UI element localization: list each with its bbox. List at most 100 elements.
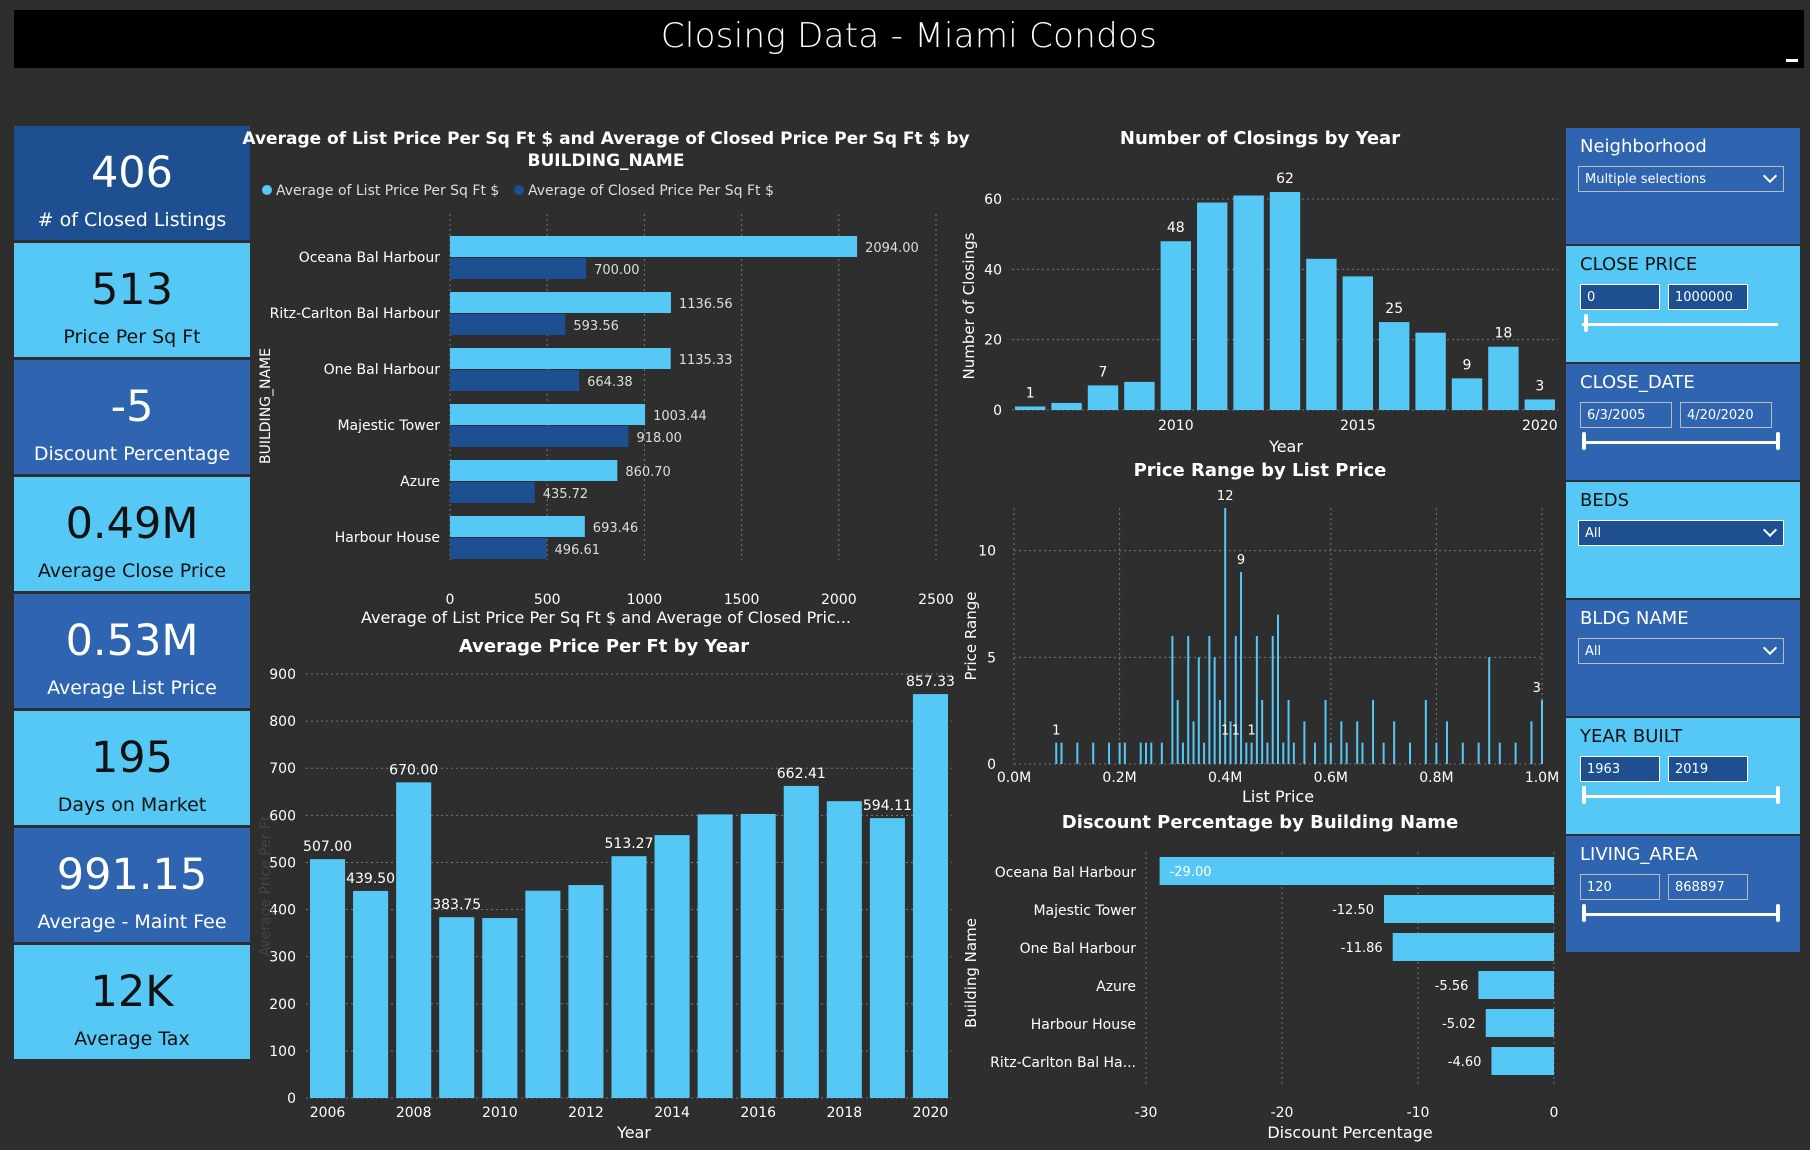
y-tick-label: 5	[987, 650, 996, 666]
bar	[1055, 742, 1058, 764]
category-label: One Bal Harbour	[1020, 941, 1137, 957]
data-label: 62	[1276, 171, 1294, 187]
bar	[1393, 721, 1396, 764]
beds-dropdown[interactable]: All	[1578, 520, 1784, 546]
data-label: 1135.33	[679, 353, 733, 368]
bar	[1340, 721, 1343, 764]
kpi-card: 406 # of Closed Listings	[14, 126, 250, 240]
data-label: -4.60	[1448, 1055, 1482, 1070]
bar	[1342, 276, 1373, 410]
bar	[450, 348, 671, 369]
bar	[1435, 742, 1438, 764]
y-tick-label: 300	[269, 950, 296, 966]
data-label: 860.70	[625, 465, 671, 480]
minimize-icon[interactable]	[1786, 59, 1798, 62]
kpi-label: Average Close Price	[37, 560, 227, 582]
bar	[525, 890, 561, 1098]
neighborhood-value: Multiple selections	[1585, 172, 1706, 187]
data-label: 664.38	[587, 375, 633, 390]
y-tick-label: 0	[987, 757, 996, 773]
category-label: Harbour House	[1031, 1017, 1136, 1033]
bar	[1324, 700, 1327, 764]
kpi-label: Average - Maint Fee	[37, 911, 227, 933]
bar	[1485, 1009, 1554, 1037]
category-label: Azure	[400, 474, 440, 490]
page-title: Closing Data - Miami Condos	[660, 16, 1158, 56]
kpi-label: Average Tax	[74, 1028, 190, 1050]
close-price-max-input[interactable]: 1000000	[1668, 284, 1748, 310]
year-built-slider-handle-min[interactable]	[1582, 786, 1586, 804]
living-area-slider-track[interactable]	[1582, 913, 1778, 916]
kpi-label: Price Per Sq Ft	[63, 326, 201, 348]
x-tick-label: 2012	[568, 1105, 604, 1121]
data-label: 3	[1535, 378, 1544, 394]
year-built-slider-track[interactable]	[1582, 795, 1778, 798]
discount-by-building-chart: Discount Percentage by Building Name -30 -…	[960, 808, 1560, 1148]
data-label: 1	[1221, 724, 1229, 739]
price-range-chart: Price Range by List Price 0 5 10 0.0M 0.2M 0.4…	[960, 456, 1560, 810]
neighborhood-dropdown[interactable]: Multiple selections	[1578, 166, 1784, 192]
data-label: 25	[1385, 301, 1403, 317]
bar	[1245, 742, 1248, 764]
category-label: Ritz-Carlton Bal Harbour	[270, 306, 441, 322]
living-area-slider-handle-min[interactable]	[1582, 904, 1586, 922]
bar	[1445, 721, 1448, 764]
kpi-card: 513 Price Per Sq Ft	[14, 243, 250, 357]
beds-value: All	[1585, 526, 1602, 541]
close-price-slider-track[interactable]	[1582, 323, 1778, 326]
bar	[1461, 742, 1464, 764]
data-label: 857.33	[906, 674, 955, 690]
x-tick-label: 2000	[821, 592, 857, 608]
bar	[1524, 399, 1555, 410]
bar	[396, 782, 432, 1098]
bar	[826, 801, 862, 1098]
bar	[1498, 742, 1501, 764]
bar	[450, 460, 618, 481]
neighborhood-title: Neighborhood	[1580, 136, 1707, 157]
x-axis-label: Discount Percentage	[1267, 1123, 1432, 1142]
bar	[1123, 742, 1126, 764]
x-tick-label: 500	[534, 592, 561, 608]
close-date-slider-handle-max[interactable]	[1776, 432, 1780, 450]
data-label: -29.00	[1170, 865, 1212, 880]
bar	[1192, 721, 1195, 764]
close-date-slider-handle-min[interactable]	[1582, 432, 1586, 450]
bldg-name-dropdown[interactable]: All	[1578, 638, 1784, 664]
kpi-card: 991.15 Average - Maint Fee	[14, 828, 250, 942]
category-label: Oceana Bal Harbour	[995, 865, 1137, 881]
data-label: 1	[1052, 724, 1060, 739]
bar	[1208, 636, 1211, 764]
living-area-max-input[interactable]: 868897	[1668, 874, 1748, 900]
close-price-min-input[interactable]: 0	[1580, 284, 1660, 310]
x-tick-label: -20	[1271, 1105, 1294, 1121]
bar	[1171, 636, 1174, 764]
bar	[1491, 1047, 1554, 1075]
living-area-min-input[interactable]: 120	[1580, 874, 1660, 900]
living-area-slider-handle-max[interactable]	[1776, 904, 1780, 922]
year-built-slider-handle-max[interactable]	[1776, 786, 1780, 804]
kpi-card: 0.49M Average Close Price	[14, 477, 250, 591]
bar	[1124, 381, 1155, 410]
bar	[1415, 332, 1446, 410]
x-tick-label: 0.0M	[997, 770, 1031, 786]
data-label: 670.00	[389, 762, 438, 778]
close-price-slider-handle-min[interactable]	[1584, 314, 1588, 332]
x-tick-label: 2020	[913, 1105, 949, 1121]
year-built-max-input[interactable]: 2019	[1668, 756, 1748, 782]
bar	[1234, 636, 1237, 764]
close-date-to-input[interactable]: 4/20/2020	[1680, 402, 1772, 428]
x-tick-label: 2006	[310, 1105, 346, 1121]
x-axis-label: Year	[616, 1123, 651, 1142]
y-tick-label: 60	[984, 192, 1002, 208]
year-built-min-input[interactable]: 1963	[1580, 756, 1660, 782]
y-axis-label: BUILDING_NAME	[258, 348, 274, 464]
bar	[1292, 742, 1295, 764]
bldg-name-value: All	[1585, 644, 1602, 659]
close-date-slider-track[interactable]	[1582, 441, 1778, 444]
data-label: 9	[1463, 357, 1472, 373]
close-date-from-input[interactable]: 6/3/2005	[1580, 402, 1672, 428]
y-tick-label: 10	[978, 544, 996, 560]
category-label: One Bal Harbour	[324, 362, 441, 378]
bar	[1150, 742, 1153, 764]
category-label: Majestic Tower	[337, 418, 440, 434]
